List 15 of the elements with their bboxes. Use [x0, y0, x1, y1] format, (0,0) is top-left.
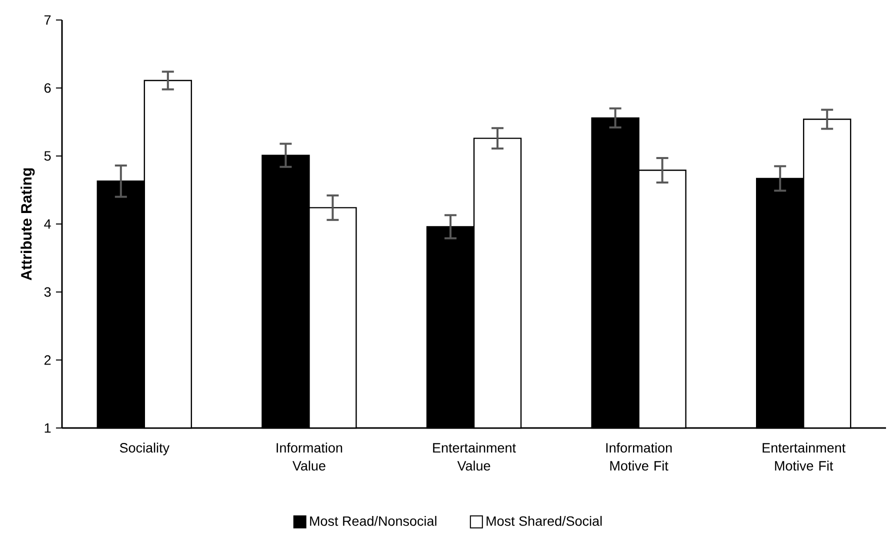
y-tick-label: 7 — [44, 15, 51, 25]
legend-label: Most Shared/Social — [486, 516, 602, 526]
x-tick-label: Entertainment Motive Fit — [762, 442, 846, 471]
y-tick-label: 6 — [44, 83, 51, 93]
y-tick-label: 2 — [44, 355, 51, 365]
y-axis-title: Attribute Rating — [20, 168, 35, 280]
x-tick-label: Sociality — [120, 442, 170, 456]
y-tick-label: 5 — [44, 151, 51, 161]
y-tick-label: 4 — [44, 219, 51, 229]
legend-label: Most Read/Nonsocial — [310, 516, 436, 526]
y-tick-label: 3 — [44, 287, 51, 297]
x-tick-label: Entertainment Value — [433, 442, 516, 471]
x-tick-label: Information Motive Fit — [606, 442, 672, 471]
y-tick-label: 1 — [44, 423, 51, 433]
x-tick-label: Information Value — [276, 442, 342, 471]
